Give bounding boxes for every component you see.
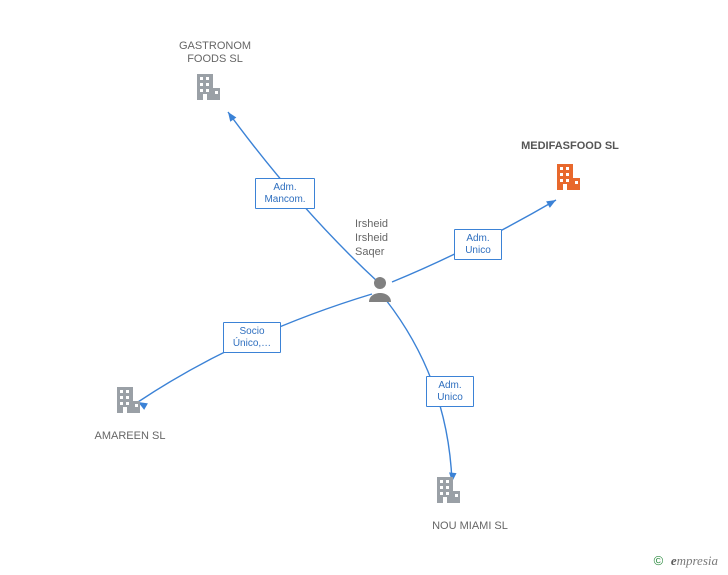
edge-label-e_noumiami: Adm.Unico [426,376,474,407]
edges-layer [138,112,556,482]
building-icon-gastronom [197,74,220,100]
node-label-amareen: AMAREEN SL [70,430,190,443]
edge-label-e_amareen: SocioÚnico,… [223,322,281,353]
diagram-canvas: IrsheidIrsheidSaqer GASTRONOMFOODS SL MED… [0,0,728,575]
brand-name: empresia [671,553,718,568]
edge-label-e_medifasfood: Adm.Unico [454,229,502,260]
attribution: © empresia [654,553,718,569]
building-icon-noumiami [437,477,460,503]
person-icon [369,277,391,302]
node-label-gastronom: GASTRONOMFOODS SL [150,40,280,66]
node-label-noumiami: NOU MIAMI SL [400,520,540,533]
center-person-label: IrsheidIrsheidSaqer [355,218,388,259]
edge-label-e_gastronom: Adm.Mancom. [255,178,315,209]
copyright-symbol: © [654,553,664,568]
building-icon-medifasfood [557,164,580,190]
node-label-medifasfood: MEDIFASFOOD SL [490,140,650,153]
building-icon-amareen [117,387,140,413]
network-svg [0,0,728,575]
